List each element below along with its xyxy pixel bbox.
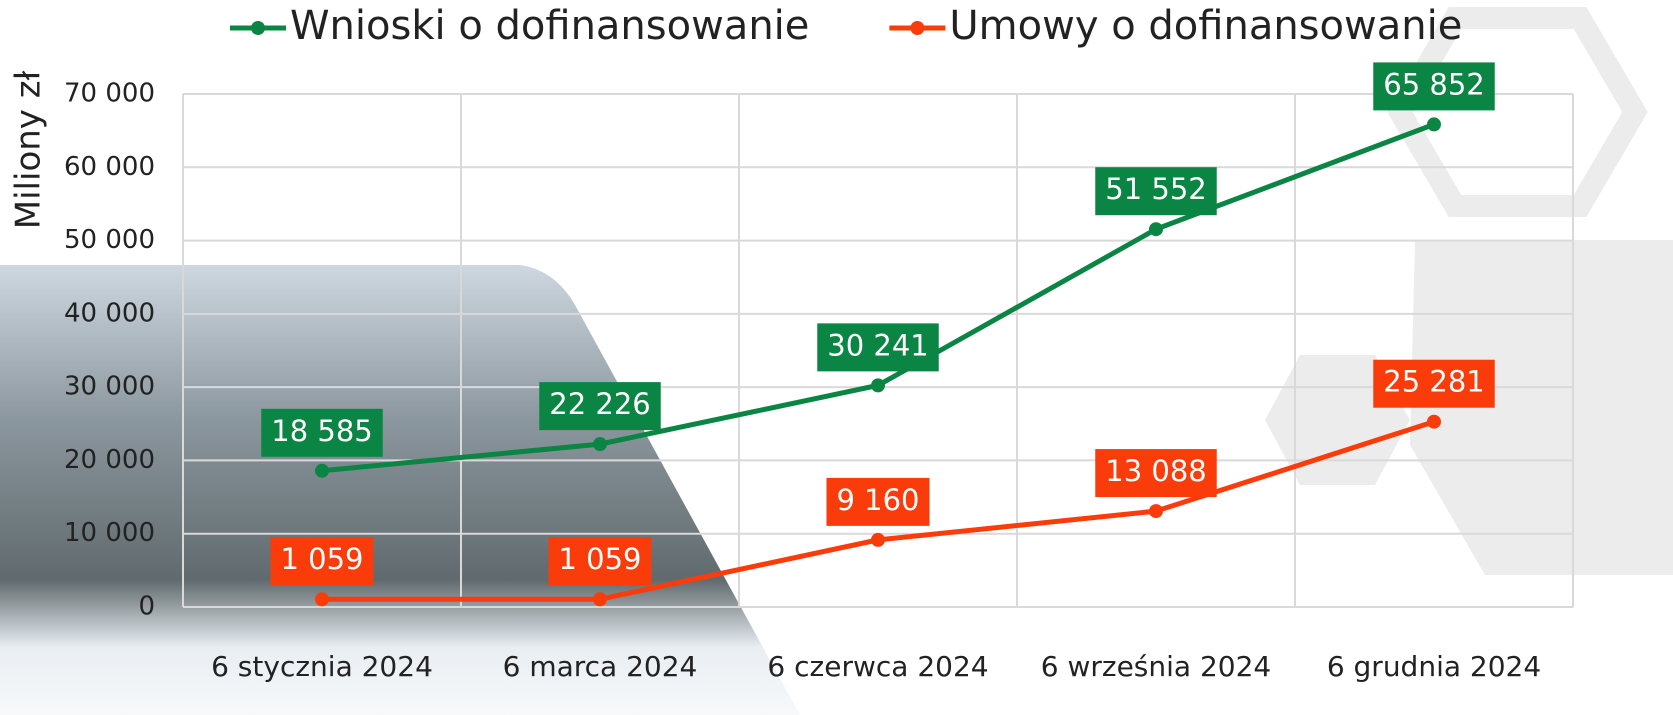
value-label: 25 281	[1383, 365, 1484, 399]
y-tick-label: 20 000	[64, 445, 155, 475]
x-tick-label: 6 grudnia 2024	[1327, 650, 1541, 683]
value-label: 13 088	[1105, 454, 1206, 488]
value-label-box	[1095, 167, 1217, 216]
data-point	[593, 592, 607, 607]
value-label: 51 552	[1105, 172, 1206, 206]
x-tick-label: 6 września 2024	[1041, 650, 1271, 683]
x-tick-label: 6 marca 2024	[503, 650, 698, 683]
y-tick-label: 60 000	[64, 152, 155, 182]
data-point	[315, 463, 329, 478]
value-label-box	[1373, 359, 1495, 408]
value-label-box	[539, 382, 661, 431]
value-label-box	[548, 537, 652, 586]
data-point	[1427, 117, 1441, 132]
value-label-box	[826, 477, 930, 526]
value-label-box	[261, 408, 383, 457]
data-point	[1427, 414, 1441, 429]
data-point	[871, 532, 885, 547]
x-tick-label: 6 stycznia 2024	[211, 650, 433, 683]
legend-marker	[910, 21, 925, 35]
value-label-box	[817, 323, 939, 372]
y-tick-label: 50 000	[64, 225, 155, 255]
y-tick-label: 30 000	[64, 372, 155, 402]
y-tick-label: 40 000	[64, 298, 155, 328]
value-label: 1 059	[558, 542, 641, 576]
y-tick-label: 70 000	[64, 79, 155, 109]
legend-label: Wnioski o dofinansowanie	[290, 3, 809, 49]
data-point	[593, 437, 607, 452]
legend-label: Umowy o dofinansowanie	[949, 3, 1462, 49]
data-point	[871, 378, 885, 393]
data-point	[1149, 504, 1163, 519]
y-tick-label: 10 000	[64, 518, 155, 548]
value-label-box	[1095, 449, 1217, 498]
legend-marker	[251, 21, 265, 35]
value-label-box	[1373, 62, 1495, 111]
value-label: 65 852	[1383, 67, 1484, 101]
data-point	[315, 592, 329, 607]
value-label: 30 241	[827, 328, 928, 362]
value-label-box	[270, 537, 374, 586]
value-label: 22 226	[549, 387, 650, 421]
y-axis-title: Miliony zł	[9, 70, 49, 229]
data-point	[1149, 222, 1163, 237]
x-tick-label: 6 czerwca 2024	[767, 650, 988, 683]
value-label: 18 585	[271, 414, 372, 448]
value-label: 1 059	[280, 542, 363, 576]
y-tick-label: 0	[138, 592, 155, 622]
value-label: 9 160	[836, 483, 919, 517]
